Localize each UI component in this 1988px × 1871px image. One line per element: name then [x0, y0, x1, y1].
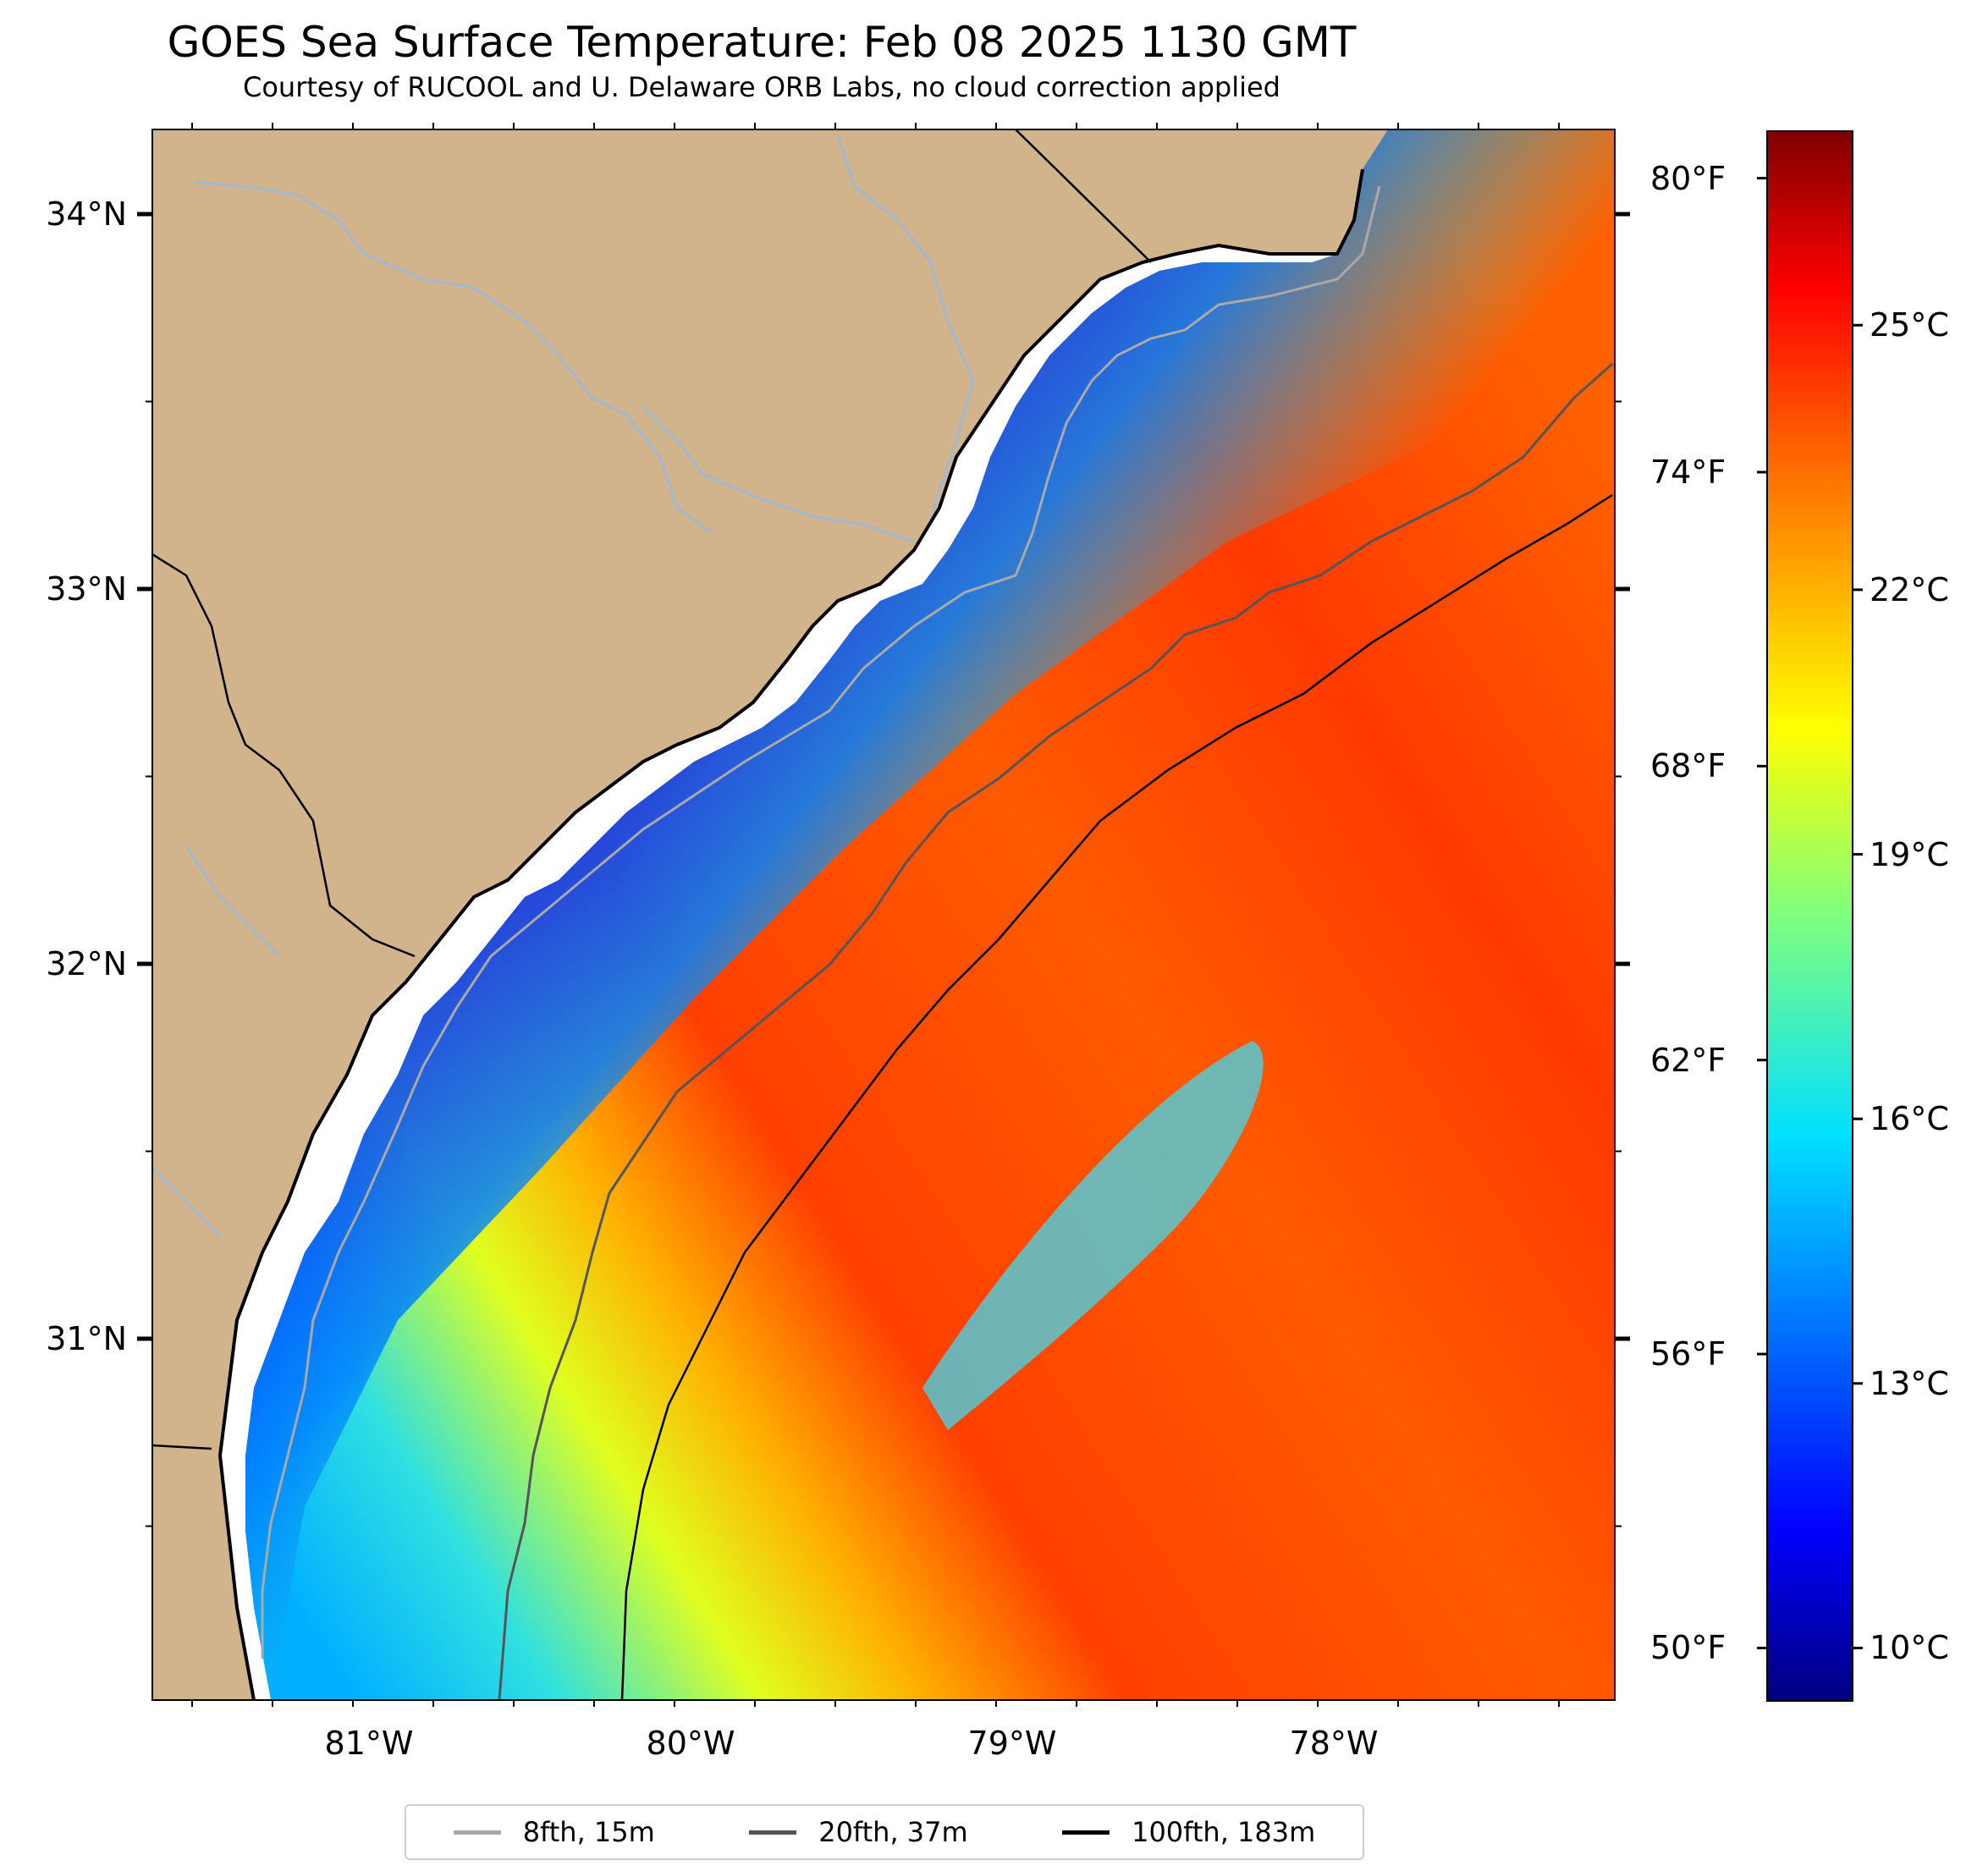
- fahrenheit-label: 56°F: [1650, 1335, 1726, 1373]
- lon-label: 79°W: [967, 1725, 1057, 1762]
- fahrenheit-label: 50°F: [1650, 1629, 1726, 1667]
- legend-label-8fth: 8fth, 15m: [522, 1816, 655, 1848]
- fahrenheit-label: 68°F: [1650, 747, 1726, 785]
- land-mass: [152, 129, 1388, 1700]
- offshore-cool-filament: [922, 1041, 1264, 1430]
- legend-swatch-8fth: [453, 1830, 501, 1835]
- lon-label: 78°W: [1289, 1725, 1379, 1762]
- state-border-sc-ga: [152, 553, 416, 958]
- map-frame: [151, 129, 1616, 1701]
- fahrenheit-label: 74°F: [1650, 453, 1726, 491]
- lat-label: 32°N: [46, 945, 127, 982]
- legend-item-20fth: 20fth, 37m: [749, 1816, 968, 1848]
- lat-label: 31°N: [46, 1320, 127, 1357]
- legend-label-100fth: 100fth, 183m: [1132, 1816, 1316, 1848]
- lat-label: 33°N: [46, 570, 127, 608]
- lat-label: 34°N: [46, 195, 127, 233]
- fahrenheit-label: 80°F: [1650, 159, 1726, 197]
- celsius-label: 19°C: [1870, 835, 1949, 873]
- coastal-no-data-band: [220, 245, 1337, 1700]
- celsius-label: 25°C: [1870, 306, 1949, 344]
- coastline: [218, 168, 1364, 1700]
- legend-swatch-100fth: [1062, 1830, 1110, 1835]
- fahrenheit-label: 62°F: [1650, 1041, 1726, 1079]
- celsius-label: 16°C: [1870, 1100, 1949, 1138]
- legend-item-100fth: 100fth, 183m: [1062, 1816, 1315, 1848]
- state-border-ga-fl: [152, 1444, 212, 1450]
- celsius-label: 10°C: [1870, 1629, 1949, 1667]
- rivers: [152, 135, 975, 1237]
- legend-swatch-20fth: [749, 1830, 797, 1835]
- lon-label: 81°W: [324, 1725, 414, 1762]
- legend-label-20fth: 20fth, 37m: [818, 1816, 968, 1848]
- map-subtitle: Courtesy of RUCOOL and U. Delaware ORB L…: [243, 71, 1280, 103]
- isobath-100fth: [620, 493, 1613, 1700]
- legend-item-8fth: 8fth, 15m: [453, 1816, 655, 1848]
- colorbar-ticks: [1757, 177, 1863, 1649]
- state-border-nc-sc: [1015, 129, 1152, 263]
- map-title: GOES Sea Surface Temperature: Feb 08 202…: [167, 18, 1357, 67]
- celsius-label: 22°C: [1870, 570, 1949, 608]
- isobath-8fth: [261, 185, 1381, 1659]
- celsius-label: 13°C: [1870, 1364, 1949, 1402]
- colorbar: [1766, 130, 1853, 1702]
- isobath-legend: 8fth, 15m 20fth, 37m 100fth, 183m: [405, 1804, 1364, 1860]
- isobath-20fth: [498, 362, 1613, 1700]
- lon-label: 80°W: [646, 1725, 735, 1762]
- axis-ticks: [137, 123, 1630, 1707]
